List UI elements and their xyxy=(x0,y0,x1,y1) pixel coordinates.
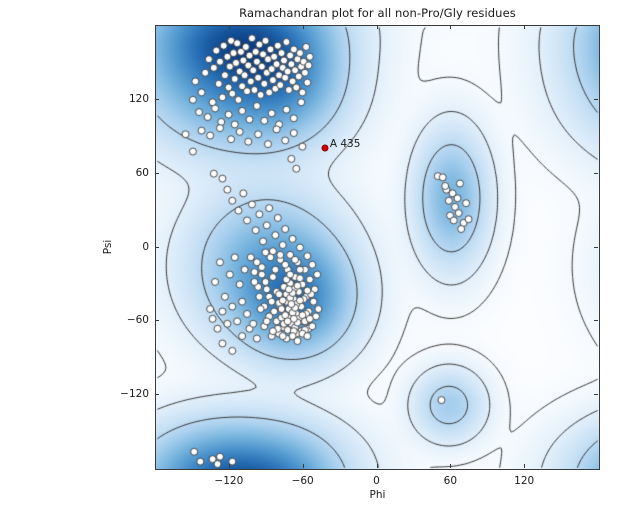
x-tick xyxy=(524,25,526,29)
x-tick-label: 60 xyxy=(443,475,458,487)
x-tick-label: 120 xyxy=(514,475,535,487)
y-tick-label: −120 xyxy=(120,388,149,401)
x-tick-label: −60 xyxy=(291,475,314,487)
y-tick xyxy=(594,98,598,100)
x-tick-label: 0 xyxy=(373,475,380,487)
y-tick xyxy=(155,98,159,100)
y-tick xyxy=(155,394,159,396)
x-tick xyxy=(302,25,304,29)
y-tick-label: 60 xyxy=(135,166,149,179)
y-tick xyxy=(594,246,598,248)
annotation-marker xyxy=(321,144,329,152)
annotation-label: A 435 xyxy=(329,138,361,151)
y-tick xyxy=(594,394,598,396)
y-axis-label: Psi xyxy=(102,239,114,255)
x-axis-label: Phi xyxy=(369,489,386,501)
x-tick xyxy=(228,25,230,29)
y-tick xyxy=(155,172,159,174)
y-tick xyxy=(594,320,598,322)
y-tick xyxy=(155,320,159,322)
y-tick-label: 0 xyxy=(142,240,149,253)
x-tick xyxy=(450,25,452,29)
page-title: Ramachandran plot for all non-Pro/Gly re… xyxy=(239,6,516,20)
x-tick xyxy=(228,464,230,468)
plot-axes-area xyxy=(155,25,600,470)
x-tick xyxy=(302,464,304,468)
x-tick-label: −120 xyxy=(214,475,244,487)
y-tick-label: −60 xyxy=(126,314,149,327)
x-tick xyxy=(376,464,378,468)
x-tick xyxy=(524,464,526,468)
y-tick xyxy=(155,246,159,248)
y-tick-label: 120 xyxy=(128,92,149,105)
y-tick xyxy=(594,172,598,174)
x-tick xyxy=(450,464,452,468)
scatter-points-layer xyxy=(156,26,599,469)
x-tick xyxy=(376,25,378,29)
